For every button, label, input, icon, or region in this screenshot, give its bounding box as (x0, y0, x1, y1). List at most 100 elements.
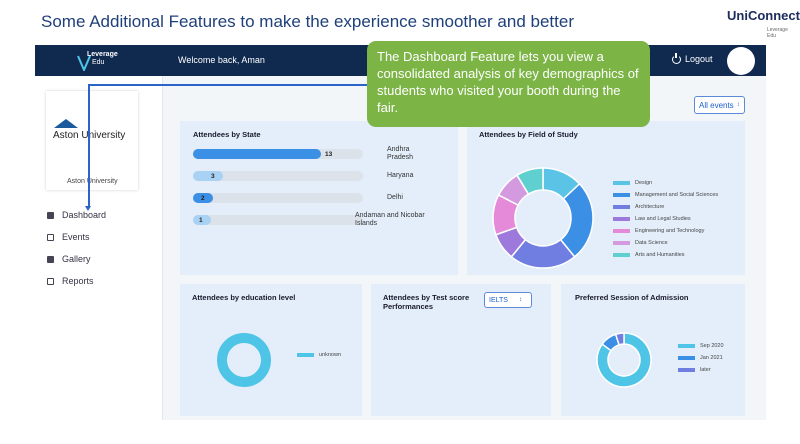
field-legend-item: Engineering and Technology (613, 228, 704, 234)
session-card-title: Preferred Session of Admission (575, 293, 689, 302)
leverage-edu-v-icon (77, 55, 91, 71)
uniconnect-logo-name: UniConnect (727, 8, 800, 23)
session-legend-swatch (678, 368, 695, 372)
field-legend-item: Architecture (613, 204, 664, 210)
field-legend-item: Arts and Humanities (613, 252, 685, 258)
brand-line1: Leverage (87, 51, 118, 58)
test-type-select[interactable]: IELTS ↕ (484, 292, 532, 308)
state-bar[interactable] (193, 215, 211, 225)
state-bar-label: Andaman and Nicobar Islands (355, 212, 425, 227)
state-bar-label: Haryana (387, 172, 414, 179)
sidebar-item-events[interactable]: Events (47, 230, 147, 244)
aston-university-logo-icon (54, 119, 78, 128)
uniconnect-logo-sub: Leverage Edu (767, 27, 788, 39)
state-bar-track (193, 193, 363, 203)
brand-line2: Edu (92, 59, 105, 66)
session-slice[interactable] (596, 332, 652, 388)
field-legend-swatch (613, 253, 630, 257)
education-legend-item: unknown (297, 352, 341, 358)
field-legend-swatch (613, 181, 630, 185)
field-legend-item: Management and Social Sciences (613, 192, 718, 198)
pointer-arrow-icon (85, 206, 91, 211)
state-bar-value: 1 (199, 216, 203, 224)
session-legend-label: later (700, 367, 711, 373)
state-bar[interactable] (193, 193, 213, 203)
state-bar-track (193, 215, 363, 225)
gallery-icon (47, 255, 54, 263)
field-legend-label: Data Science (635, 240, 668, 246)
field-legend-swatch (613, 241, 630, 245)
education-donut-chart (217, 333, 271, 387)
education-legend-label: unknown (319, 352, 342, 358)
pointer-line-horizontal (88, 84, 367, 86)
state-bar[interactable] (193, 171, 223, 181)
state-bar-value: 3 (211, 172, 215, 180)
test-card-title: Attendees by Test score Performances (383, 293, 470, 311)
pointer-line-vertical (88, 84, 90, 206)
uniconnect-logo: UniConnect Leverage Edu (722, 8, 800, 39)
sidebar-item-label: Gallery (62, 254, 91, 264)
sidebar-item-label: Reports (62, 276, 94, 286)
logout-label: Logout (685, 54, 713, 64)
field-legend-swatch (613, 217, 630, 221)
slide-title: Some Additional Features to make the exp… (41, 12, 574, 31)
chevron-updown-icon: ↕ (736, 102, 740, 108)
session-donut-chart (596, 332, 652, 388)
field-legend-label: Architecture (635, 204, 665, 210)
test-card: Attendees by Test score Performances IEL… (371, 284, 551, 416)
field-legend-label: Engineering and Technology (635, 228, 705, 234)
session-card: Preferred Session of Admission Sep 2020 J… (561, 284, 745, 416)
field-legend-swatch (613, 205, 630, 209)
sidebar: Aston University Aston University Dashbo… (35, 76, 163, 420)
logout-button[interactable]: Logout (672, 52, 713, 64)
field-card-title: Attendees by Field of Study (479, 130, 578, 139)
reports-icon (47, 277, 54, 285)
sidebar-item-reports[interactable]: Reports (47, 274, 147, 288)
field-legend-label: Design (635, 180, 653, 186)
session-legend-item: later (678, 367, 711, 373)
session-legend-swatch (678, 344, 695, 348)
university-sub: Aston University (67, 178, 118, 185)
state-card-title: Attendees by State (193, 130, 261, 139)
session-legend-item: Jan 2021 (678, 355, 723, 361)
events-filter-select[interactable]: All events ↕ (694, 96, 745, 114)
session-legend-swatch (678, 356, 695, 360)
education-card: Attendees by education level unknown (180, 284, 362, 416)
state-bar-value: 13 (325, 150, 333, 158)
dashboard-callout: The Dashboard Feature lets you view a co… (367, 41, 650, 127)
sidebar-item-gallery[interactable]: Gallery (47, 252, 147, 266)
field-legend-item: Law and Legal Studies (613, 216, 691, 222)
test-type-value: IELTS (489, 296, 508, 304)
field-legend-item: Data Science (613, 240, 668, 246)
state-bar-label: Andhra Pradesh (387, 146, 414, 161)
session-legend-label: Jan 2021 (700, 355, 723, 361)
leverage-edu-logo[interactable]: Leverage Edu (75, 49, 135, 73)
state-bar[interactable] (193, 149, 321, 159)
events-filter-value: All events (699, 100, 734, 110)
sidebar-item-label: Events (62, 232, 90, 242)
welcome-message: Welcome back, Aman (178, 55, 265, 65)
state-bar-value: 2 (201, 194, 205, 202)
state-bar-label: Delhi (387, 194, 403, 201)
power-icon (672, 52, 681, 64)
dashboard-main: All events ↕ Attendees by State 13 Andhra… (164, 76, 766, 420)
session-slice[interactable] (614, 332, 625, 346)
state-bar-track (193, 171, 363, 181)
field-legend-item: Design (613, 180, 652, 186)
field-legend-label: Law and Legal Studies (635, 216, 691, 222)
education-slice[interactable] (217, 333, 271, 387)
state-card: Attendees by State 13 Andhra Pradesh 3 Hary… (180, 121, 458, 275)
avatar[interactable] (727, 47, 755, 75)
field-slice[interactable] (515, 167, 544, 196)
field-legend-label: Management and Social Sciences (635, 192, 719, 198)
field-card: Attendees by Field of Study Design Manage… (467, 121, 745, 275)
sidebar-item-label: Dashboard (62, 210, 107, 220)
field-legend-swatch (613, 193, 630, 197)
education-legend-swatch (297, 353, 314, 357)
session-legend-label: Sep 2020 (700, 343, 724, 349)
sidebar-item-dashboard[interactable]: Dashboard (47, 208, 147, 222)
session-legend-item: Sep 2020 (678, 343, 724, 349)
chevron-updown-icon: ↕ (518, 297, 522, 303)
dashboard-icon (47, 211, 54, 219)
field-legend-label: Arts and Humanities (635, 252, 685, 258)
